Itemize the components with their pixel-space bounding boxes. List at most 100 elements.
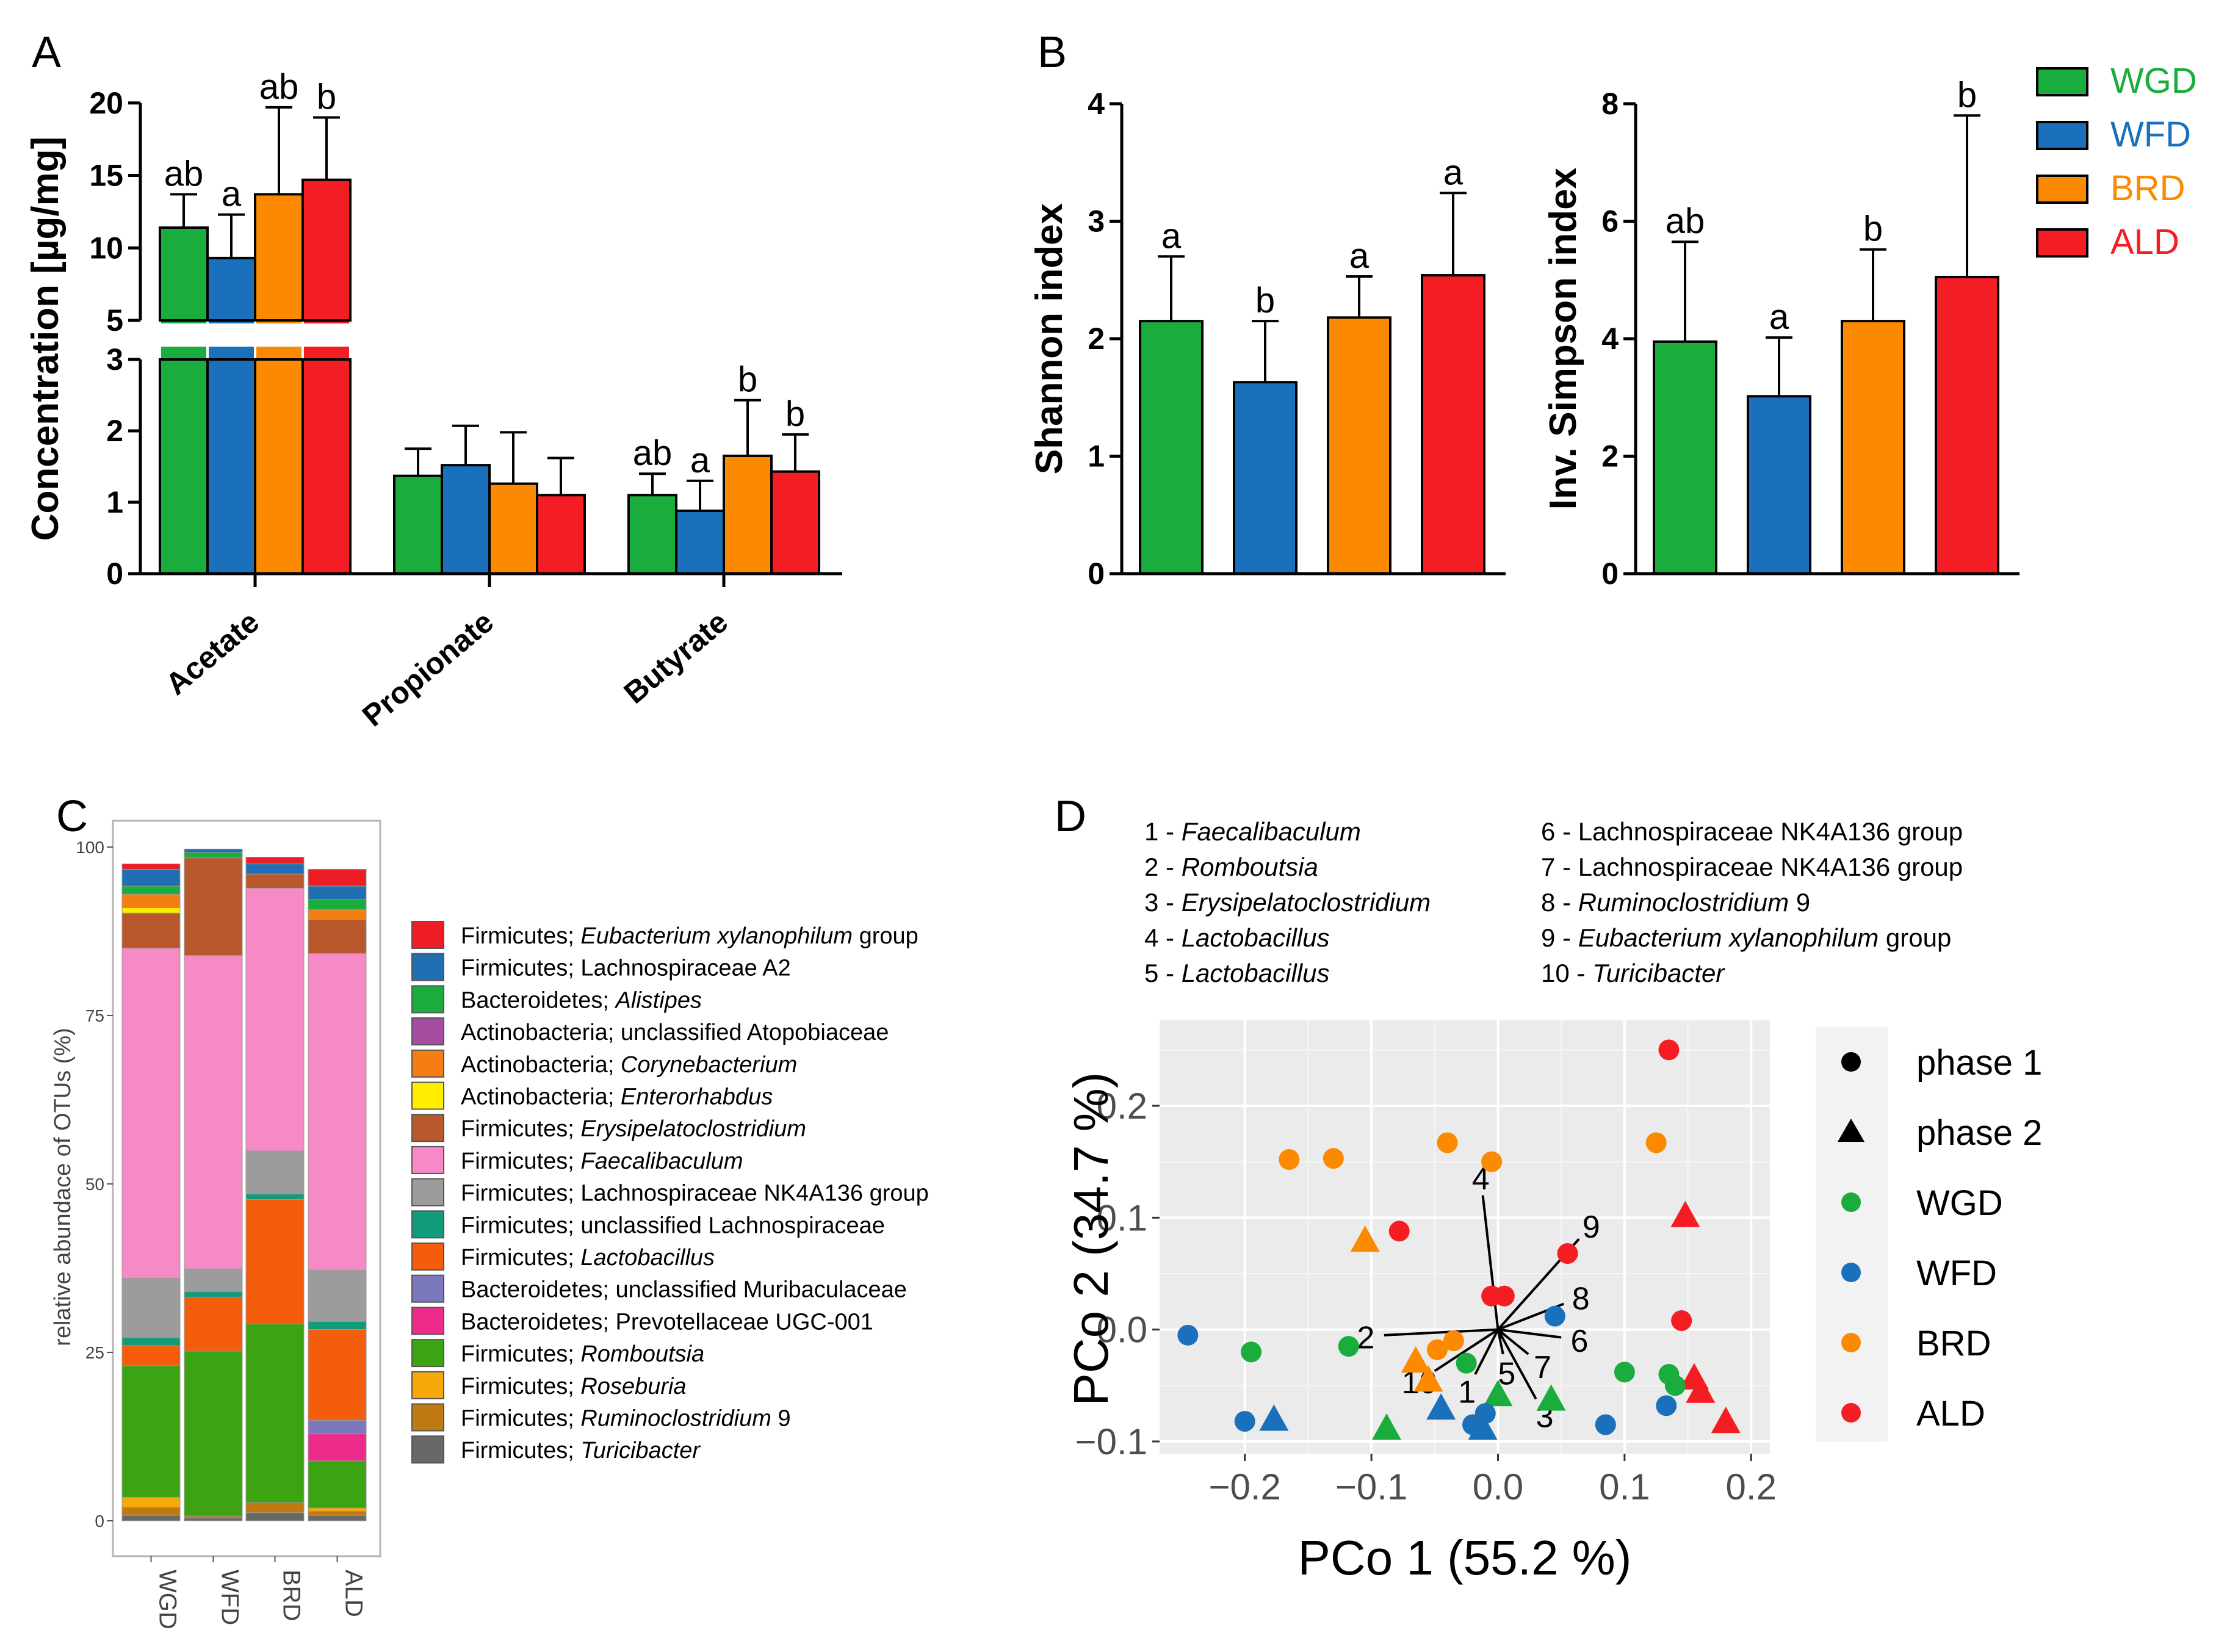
y-axis-title-a: Concentration [µg/mg]: [24, 137, 67, 541]
stack-segment-wfd: [184, 857, 243, 956]
bar-b-panelB2-wgd: [1653, 340, 1717, 575]
bar-a-acetate-ald-letter: b: [317, 78, 336, 117]
loading-vector-6: [1498, 1328, 1562, 1339]
legend-label-phase2: phase 2: [1916, 1113, 2042, 1153]
point-wgd-phase1: [1456, 1352, 1477, 1374]
loading-vector-4: [1481, 1195, 1500, 1330]
panel-c-stacked-chart: 0 25 50 75 100 WGD WFD BRD ALD relative abundace …: [50, 820, 929, 1629]
stack-segment-brd: [245, 887, 305, 1152]
bar-b-panelB2-wfd: [1747, 395, 1811, 575]
point-ald-phase2: [1711, 1407, 1741, 1434]
y-tick-label-panelB2: 0: [1601, 557, 1619, 591]
y-tick-label-panelB1: 0: [1088, 557, 1105, 591]
point-wgd-phase1: [1664, 1375, 1686, 1396]
stack-segment-ald: [308, 1460, 367, 1509]
bar-a-acetate-brd-letter: ab: [259, 67, 299, 107]
legend-label-c: Actinobacteria; unclassified Atopobiacea…: [461, 1020, 889, 1045]
stack-segment-brd: [245, 857, 305, 865]
y-tick-label-panelB1: 2: [1088, 322, 1105, 356]
taxa-list-item: 6 - Lachnospiraceae NK4A136 group: [1541, 817, 1963, 846]
stack-segment-wgd: [121, 948, 181, 1279]
taxa-list-item: 10 - Turicibacter: [1541, 959, 1725, 987]
legend-swatch-c: [411, 1114, 444, 1142]
stack-segment-wgd: [121, 1345, 181, 1366]
y-tick-label-d: −0.1: [1075, 1421, 1147, 1462]
taxa-list-item: 2 - Romboutsia: [1144, 853, 1318, 881]
diet-legend: WGD WFD BRD ALD: [2036, 61, 2197, 262]
y-tick-label-c: 0: [95, 1512, 104, 1531]
point-wfd-phase1: [1234, 1411, 1255, 1432]
bar-a-propionate-wgd: [393, 474, 443, 575]
vector-label-6: 6: [1570, 1324, 1588, 1359]
legend-swatch-wgd: [2036, 67, 2088, 96]
x-tick-label-d: 0.2: [1726, 1466, 1777, 1507]
point-wfd-phase1: [1656, 1395, 1677, 1416]
point-brd-phase2: [1401, 1346, 1431, 1373]
point-ald-phase2: [1686, 1376, 1716, 1403]
x-tick-label-d: −0.1: [1335, 1466, 1407, 1507]
bar-a-butyrate-wgd-letter: ab: [633, 433, 673, 473]
legend-label-c: Firmicutes; Eubacterium xylanophilum gro…: [461, 923, 919, 949]
legend-label-d-brd: BRD: [1916, 1324, 1991, 1363]
taxa-list-item: 3 - Erysipelatoclostridium: [1144, 888, 1431, 917]
bar-b-panelB2-ald-letter: b: [1957, 75, 1977, 115]
stack-segment-wgd: [121, 886, 181, 895]
legend-label-d-wfd: WFD: [1916, 1253, 1997, 1293]
stack-segment-wgd: [121, 907, 181, 914]
stack-segment-ald: [308, 1321, 367, 1330]
legend-swatch-c: [411, 1307, 444, 1335]
y-tick-label-c: 50: [85, 1175, 104, 1194]
y-tick-label-a: 15: [89, 159, 123, 193]
bar-b-panelB1-wgd: [1139, 320, 1204, 575]
point-brd-phase1: [1645, 1132, 1667, 1153]
legend-swatch-c: [411, 1017, 444, 1046]
legend-label-c: Firmicutes; Turicibacter: [461, 1438, 701, 1463]
category-label-c-ald: ALD: [341, 1570, 367, 1617]
legend-swatch-brd: [2036, 175, 2088, 204]
y-tick-label-d: 0.0: [1097, 1310, 1147, 1351]
bar-b-panelB1-wgd-letter: a: [1161, 216, 1182, 256]
bar-b-panelB2-brd-letter: b: [1863, 209, 1883, 249]
stack-segment-wfd: [184, 1291, 243, 1297]
y-tick-label-panelB2: 6: [1601, 204, 1619, 239]
legend-swatch-c: [411, 1210, 444, 1239]
y-tick-label-panelB1: 1: [1088, 439, 1105, 474]
stack-segment-ald: [308, 1420, 367, 1435]
x-tick-label-d: 0.1: [1599, 1466, 1650, 1507]
bar-a-acetate-ald-upper: [301, 178, 352, 322]
stack-segment-wgd: [121, 868, 181, 887]
bar-b-panelB2-ald: [1935, 275, 1999, 575]
legend-swatch-c: [411, 953, 444, 981]
taxa-list-item: 7 - Lachnospiraceae NK4A136 group: [1541, 853, 1963, 881]
taxa-list-item: 5 - Lactobacillus: [1144, 959, 1330, 987]
legend-label-c: Firmicutes; Faecalibaculum: [461, 1149, 743, 1174]
bar-a-butyrate-wfd: [675, 510, 725, 575]
bar-b-panelB1-ald-letter: a: [1443, 153, 1464, 192]
point-ald-phase1: [1658, 1039, 1680, 1061]
point-wfd-phase2: [1468, 1413, 1498, 1440]
stack-segment-brd: [245, 873, 305, 889]
y-tick-label-panelB2: 8: [1601, 87, 1619, 121]
bar-a-acetate-wgd-lower: [159, 358, 209, 575]
y-tick-label-c: 100: [76, 838, 104, 857]
legend-swatch-ald: [2036, 228, 2088, 258]
legend-label-c: Bacteroidetes; Alistipes: [461, 987, 702, 1013]
bar-b-panelB1-wfd: [1233, 381, 1298, 575]
bar-a-propionate-brd: [488, 482, 538, 575]
stack-segment-wgd: [121, 1278, 181, 1338]
bar-b-panelB1-ald: [1421, 274, 1485, 575]
legend-swatch-c: [411, 1243, 444, 1271]
bar-b-panelB1-brd: [1327, 316, 1391, 575]
taxa-list-item: 1 - Faecalibaculum: [1144, 817, 1361, 846]
stack-segment-brd: [245, 1150, 305, 1195]
y-tick-label-a: 10: [89, 231, 123, 265]
stack-segment-ald: [308, 1434, 367, 1462]
stack-segment-ald: [308, 868, 367, 887]
legend-key-phase2: [1838, 1119, 1864, 1142]
y-tick-label-c: 75: [85, 1006, 104, 1025]
panel-label-b: B: [1038, 28, 1067, 77]
stack-segment-brd: [245, 1512, 305, 1521]
point-wgd-phase2: [1371, 1413, 1401, 1440]
category-label-c-wgd: WGD: [154, 1570, 181, 1629]
legend-label-c: Firmicutes; Lactobacillus: [461, 1245, 715, 1271]
